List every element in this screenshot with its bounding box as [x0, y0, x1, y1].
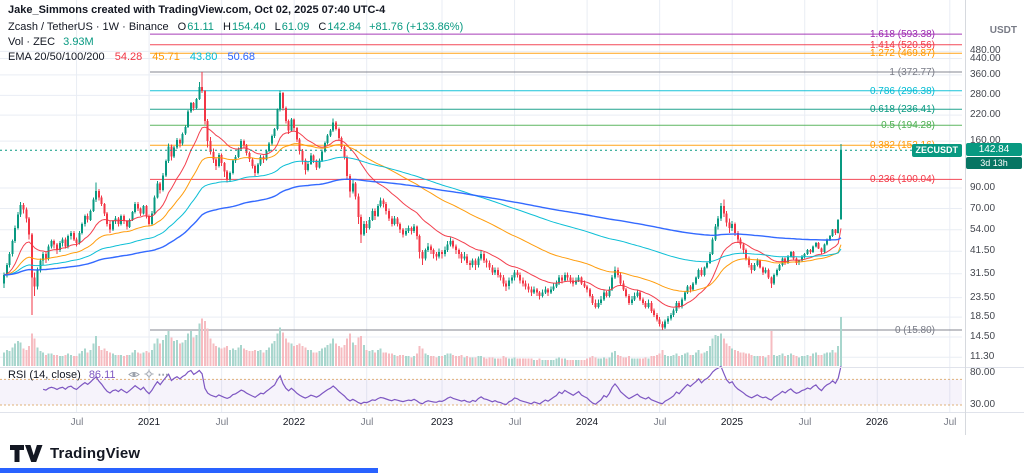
high-value: 154.40	[231, 21, 266, 33]
close-value: 142.84	[327, 21, 361, 33]
fib-level-label: 0.5 (194.28)	[881, 120, 935, 131]
axis-currency-label: USDT	[989, 25, 1017, 36]
fib-level-label: 0.786 (296.38)	[869, 86, 935, 97]
ema200-value: 50.68	[227, 51, 256, 63]
tradingview-logo[interactable]: TradingView	[10, 445, 140, 462]
symbol-price-flag: ZECUSDT	[911, 144, 962, 157]
low-value: 61.09	[281, 21, 310, 33]
price-axis-border	[965, 0, 966, 435]
fib-level-label: 0.618 (236.41)	[869, 104, 935, 115]
price-tick: 31.50	[970, 268, 996, 279]
ema50-value: 45.71	[152, 51, 180, 63]
time-tick: Jul	[508, 417, 522, 428]
price-tick: 220.00	[970, 109, 1001, 120]
time-tick: 2025	[720, 417, 744, 428]
volume-legend-row[interactable]: Vol · ZEC 3.93M	[8, 35, 463, 50]
pane-separator-rsi-timeaxis	[0, 412, 1024, 413]
legend: Jake_Simmons created with TradingView.co…	[8, 3, 463, 65]
price-tick: 14.50	[970, 331, 996, 342]
rsi-legend-icons: ⋯	[124, 369, 169, 381]
fib-level-label: 1.272 (469.87)	[869, 48, 935, 59]
eye-icon[interactable]	[127, 370, 140, 379]
fib-level-label: 1 (372.77)	[889, 67, 935, 78]
time-tick: Jul	[360, 417, 374, 428]
price-tick: 18.50	[970, 311, 996, 322]
rsi-tick: 30.00	[970, 399, 996, 410]
bottom-accent-bar	[0, 468, 378, 473]
price-tick: 11.30	[970, 351, 995, 362]
time-tick: 2024	[575, 417, 599, 428]
rsi-value: 86.11	[88, 369, 116, 381]
open-value: 61.11	[187, 21, 214, 33]
time-tick: Jul	[653, 417, 667, 428]
volume-value: 3.93M	[63, 36, 94, 48]
pane-separator-volume-rsi[interactable]	[0, 367, 1024, 368]
time-tick: 2026	[865, 417, 889, 428]
time-tick: Jul	[215, 417, 229, 428]
bar-countdown-badge: 3d 13h	[966, 157, 1022, 169]
price-tick: 440.00	[970, 53, 1001, 64]
fib-level-label: 1.414 (520.56)	[869, 40, 935, 51]
price-tick: 280.00	[970, 89, 1001, 100]
fib-level-label: 0.382 (152.16)	[869, 140, 935, 151]
rsi-legend-row[interactable]: RSI (14, close) 86.11 ⋯	[8, 369, 169, 382]
rsi-label: RSI (14, close)	[8, 369, 81, 381]
time-tick: Jul	[70, 417, 84, 428]
time-tick: 2022	[282, 417, 306, 428]
symbol-legend-row[interactable]: Zcash / TetherUS · 1W · Binance O61.11 H…	[8, 20, 463, 35]
price-tick: 480.00	[970, 45, 1001, 56]
tradingview-wordmark: TradingView	[50, 445, 141, 462]
attribution: Jake_Simmons created with TradingView.co…	[8, 4, 386, 16]
price-tick: 70.00	[970, 203, 996, 214]
more-options-icon[interactable]: ⋯	[157, 369, 169, 381]
change-value: +81.76 (+133.86%)	[369, 21, 464, 33]
close-label: C	[318, 21, 327, 33]
low-label: L	[274, 21, 281, 33]
price-tick: 360.00	[970, 69, 1001, 80]
price-tick: 90.00	[970, 182, 996, 193]
ema100-value: 43.80	[189, 51, 218, 63]
ema-label: EMA 20/50/100/200	[8, 51, 105, 63]
price-tick: 160.00	[970, 135, 1001, 146]
time-tick: 2021	[137, 417, 161, 428]
volume-label: Vol · ZEC	[8, 36, 56, 48]
time-tick: Jul	[943, 417, 957, 428]
ema20-value: 54.28	[114, 51, 143, 63]
gear-icon[interactable]	[144, 369, 154, 379]
last-price-badge: 142.84	[966, 143, 1022, 156]
fib-level-label: 0 (15.80)	[894, 325, 935, 336]
fib-level-label: 1.618 (593.38)	[869, 29, 935, 40]
time-tick: Jul	[798, 417, 812, 428]
price-tick: 54.00	[970, 224, 996, 235]
price-tick: 41.50	[970, 245, 996, 256]
time-tick: 2023	[430, 417, 454, 428]
price-tick: 23.50	[970, 292, 996, 303]
symbol-title: Zcash / TetherUS · 1W · Binance	[8, 21, 169, 33]
high-label: H	[223, 21, 231, 33]
price-chart-canvas[interactable]	[0, 0, 965, 412]
ema-legend-row[interactable]: EMA 20/50/100/200 54.28 45.71 43.80 50.6…	[8, 50, 463, 65]
rsi-tick: 80.00	[970, 367, 996, 378]
open-label: O	[177, 21, 187, 33]
fib-level-label: 0.236 (100.04)	[869, 174, 935, 185]
tradingview-logo-icon	[10, 445, 43, 462]
